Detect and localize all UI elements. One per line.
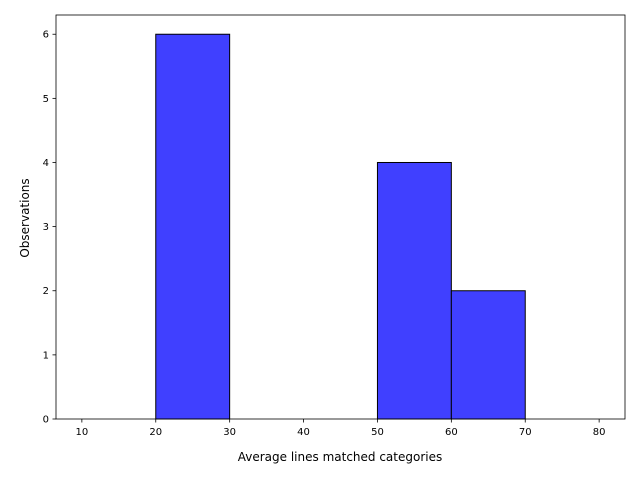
x-tick-label: 60 xyxy=(445,427,458,438)
x-tick-label: 50 xyxy=(371,427,384,438)
x-tick-label: 20 xyxy=(149,427,162,438)
y-axis-label: Observations xyxy=(18,178,32,257)
histogram-bar xyxy=(450,290,526,420)
histogram-bar xyxy=(376,161,452,420)
x-tick-label: 70 xyxy=(519,427,532,438)
x-axis-label: Average lines matched categories xyxy=(238,450,442,464)
y-tick-label: 1 xyxy=(43,350,49,361)
bars-group xyxy=(155,33,526,420)
x-tick-label: 30 xyxy=(223,427,236,438)
y-tick-label: 5 xyxy=(43,94,49,105)
histogram-bar xyxy=(155,33,231,420)
x-tick-label: 80 xyxy=(593,427,606,438)
y-tick-label: 4 xyxy=(43,158,49,169)
y-tick-label: 0 xyxy=(43,415,49,426)
y-tick-label: 6 xyxy=(43,30,49,41)
y-tick-label: 3 xyxy=(43,222,49,233)
y-tick-label: 2 xyxy=(43,286,49,297)
x-tick-label: 40 xyxy=(297,427,310,438)
y-axis-ticks: 0 1 2 3 4 5 6 xyxy=(43,30,56,426)
x-axis-ticks: 10 20 30 40 50 60 70 80 xyxy=(75,419,606,438)
x-tick-label: 10 xyxy=(75,427,88,438)
axes-frame xyxy=(55,14,626,420)
